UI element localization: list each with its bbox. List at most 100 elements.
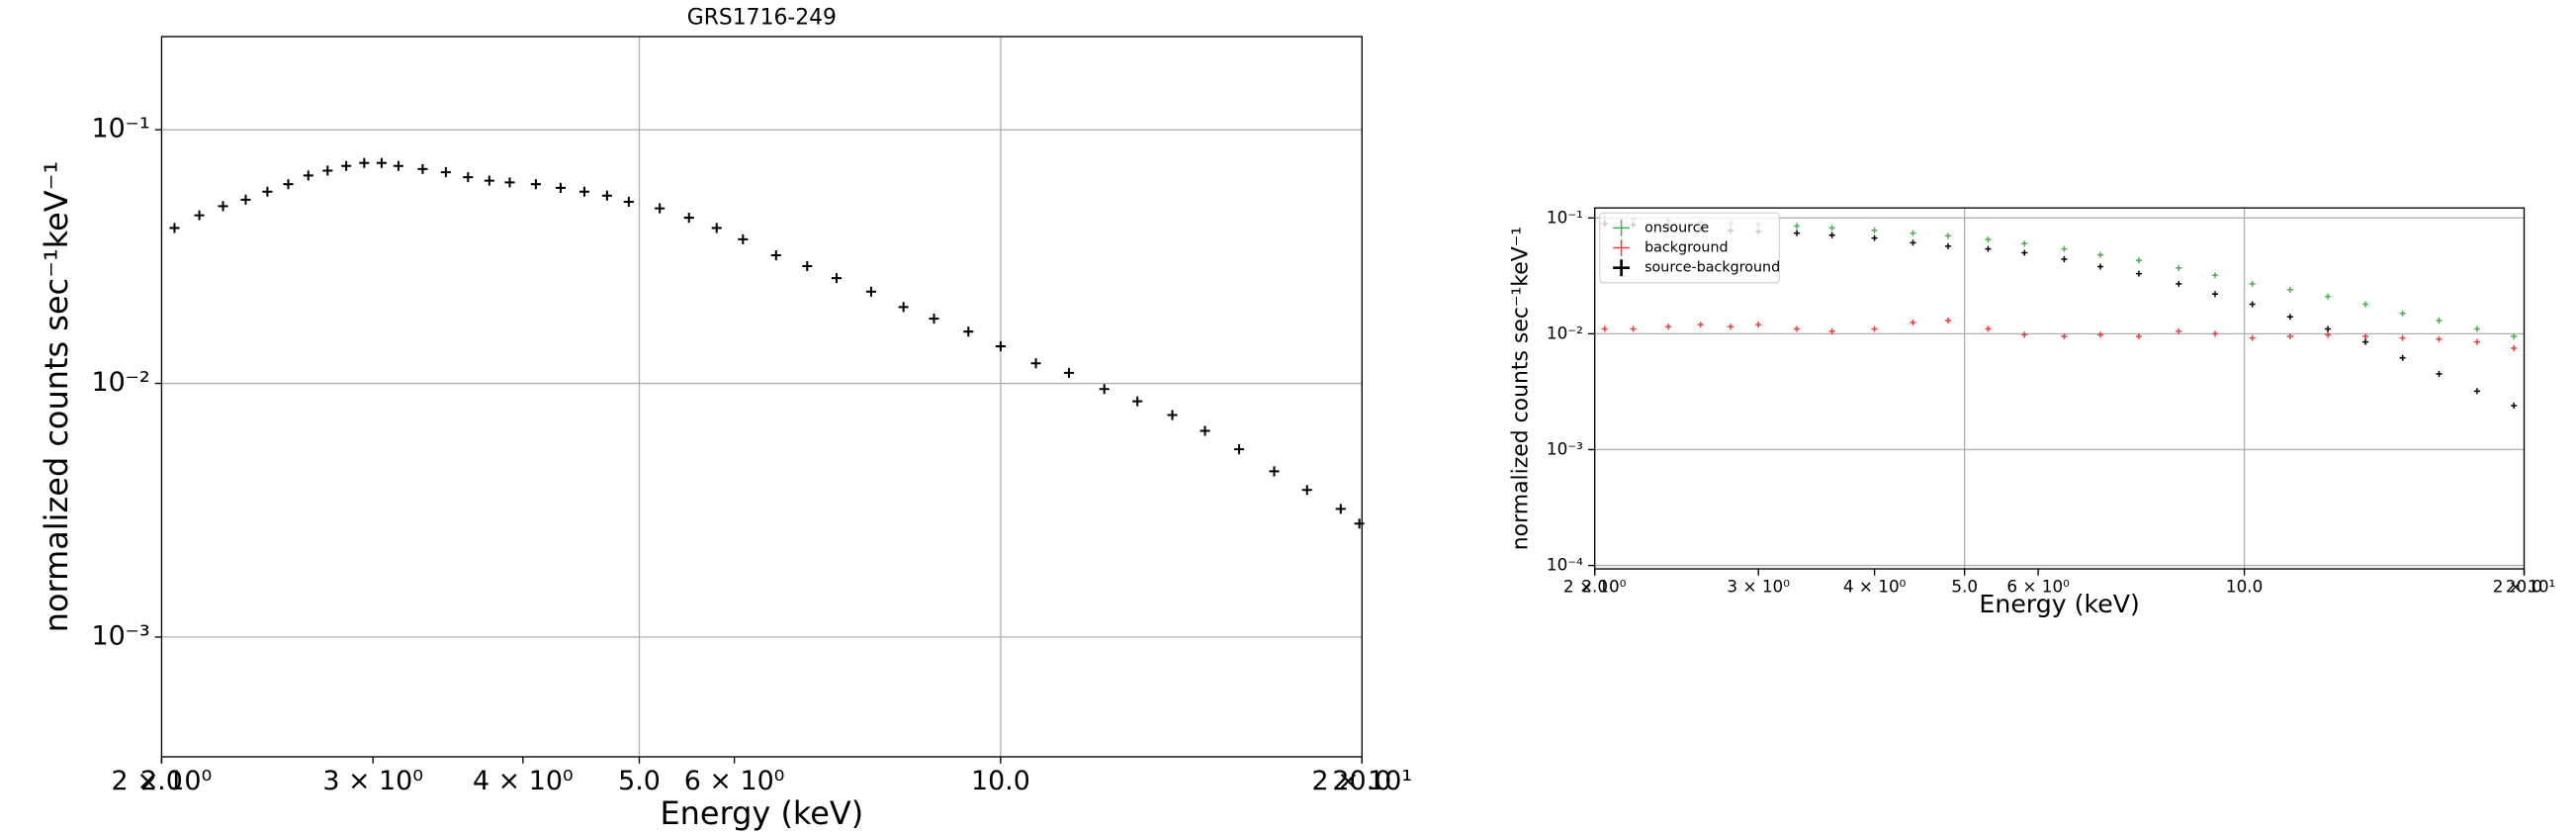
y-tick-label: 10⁻³ bbox=[1547, 438, 1583, 458]
data-point bbox=[1099, 384, 1110, 395]
data-point bbox=[2436, 335, 2443, 342]
data-point bbox=[2436, 370, 2443, 378]
data-point bbox=[995, 341, 1006, 352]
legend-label: source-background bbox=[1644, 260, 1780, 276]
data-point bbox=[303, 170, 313, 181]
data-point bbox=[1945, 318, 1952, 325]
data-point bbox=[1871, 227, 1878, 233]
data-point bbox=[1167, 410, 1178, 420]
x-tick-label: 3 × 10⁰ bbox=[322, 766, 423, 796]
data-point bbox=[2021, 249, 2028, 256]
x-tick-label: 4 × 10⁰ bbox=[473, 766, 574, 796]
data-point bbox=[1828, 327, 1835, 334]
plot-frame bbox=[1594, 207, 2526, 570]
data-point bbox=[2021, 240, 2028, 247]
data-point bbox=[1728, 324, 1734, 330]
data-point bbox=[2176, 327, 2182, 334]
data-point bbox=[1828, 225, 1835, 232]
data-point bbox=[2249, 301, 2256, 308]
y-axis-label: normalized counts sec⁻¹keV⁻¹ bbox=[38, 161, 75, 633]
data-point bbox=[240, 194, 251, 205]
data-point bbox=[2096, 331, 2104, 338]
data-point bbox=[802, 260, 813, 272]
data-point bbox=[1871, 234, 1878, 241]
data-point bbox=[440, 167, 451, 178]
data-point bbox=[2436, 318, 2443, 325]
data-point bbox=[963, 326, 974, 337]
data-point bbox=[2135, 332, 2142, 340]
x-axis-label: Energy (keV) bbox=[661, 794, 864, 832]
legend-marker bbox=[1613, 259, 1631, 277]
x-tick-label: 20.0 bbox=[2506, 576, 2542, 596]
data-point bbox=[655, 203, 666, 214]
x-tick-label: 3 × 10⁰ bbox=[1727, 576, 1790, 596]
data-point bbox=[1794, 230, 1801, 236]
data-point bbox=[578, 186, 589, 197]
chart-title: GRS1716-249 bbox=[687, 5, 837, 30]
x-tick-label: 5.0 bbox=[618, 766, 661, 796]
data-point bbox=[2211, 291, 2219, 298]
y-tick-label: 10⁻² bbox=[1547, 323, 1583, 342]
x-tick-label: 2 × 10⁰ bbox=[1563, 576, 1627, 596]
x-tick-label: 10.0 bbox=[971, 766, 1030, 796]
data-point bbox=[2249, 334, 2256, 341]
x-tick-label: 4 × 10⁰ bbox=[1843, 576, 1907, 596]
data-point bbox=[504, 177, 515, 188]
data-point bbox=[2176, 280, 2182, 287]
data-point bbox=[1630, 325, 1637, 332]
data-point bbox=[2061, 245, 2068, 252]
data-point bbox=[1985, 236, 1992, 243]
y-tick-label: 10⁻⁴ bbox=[1547, 555, 1583, 575]
data-point bbox=[1665, 324, 1672, 330]
data-point bbox=[1985, 325, 1992, 332]
data-point bbox=[2399, 334, 2406, 341]
series bbox=[1601, 318, 2518, 352]
data-point bbox=[2473, 388, 2480, 395]
data-point bbox=[1794, 223, 1801, 230]
data-point bbox=[711, 223, 722, 233]
x-tick-label: 10.0 bbox=[2226, 576, 2263, 596]
data-point bbox=[2399, 354, 2406, 361]
data-point bbox=[1910, 239, 1916, 246]
data-point bbox=[2211, 330, 2219, 337]
data-point bbox=[2399, 310, 2406, 317]
data-point bbox=[169, 223, 180, 233]
data-point bbox=[929, 314, 939, 325]
x-tick-label: 5.0 bbox=[1951, 576, 1978, 596]
data-point bbox=[194, 210, 205, 221]
data-point bbox=[262, 186, 273, 197]
data-point bbox=[1945, 232, 1952, 239]
data-point bbox=[2325, 331, 2332, 338]
data-point bbox=[2473, 325, 2480, 332]
data-point bbox=[376, 157, 387, 168]
data-point bbox=[2511, 344, 2518, 352]
data-point bbox=[1269, 466, 1280, 477]
x-axis-label: Energy (keV) bbox=[1979, 590, 2139, 618]
y-tick-label: 10⁻¹ bbox=[91, 114, 149, 144]
data-point bbox=[2362, 301, 2369, 308]
y-tick-label: 10⁻² bbox=[91, 367, 149, 398]
x-tick-label: 6 × 10⁰ bbox=[684, 766, 785, 796]
data-point bbox=[2286, 314, 2293, 321]
x-tick-label: 2 × 10¹ bbox=[2493, 576, 2556, 596]
data-point bbox=[898, 302, 909, 313]
y-axis-label: normalized counts sec⁻¹keV⁻¹ bbox=[1509, 227, 1534, 550]
data-point bbox=[2135, 270, 2142, 277]
data-point bbox=[1871, 325, 1878, 332]
legend-box bbox=[1599, 212, 1780, 284]
data-point bbox=[1354, 518, 1365, 529]
x-tick-label: 2 × 10⁰ bbox=[112, 766, 213, 796]
data-point bbox=[1030, 358, 1041, 369]
data-point bbox=[283, 179, 294, 190]
data-point bbox=[2061, 255, 2068, 263]
legend-label: onsource bbox=[1644, 220, 1709, 235]
data-point bbox=[683, 213, 694, 224]
data-point bbox=[393, 160, 403, 171]
data-point bbox=[738, 233, 749, 244]
data-point bbox=[1199, 425, 1210, 436]
plot-frame bbox=[160, 36, 1363, 758]
data-point bbox=[2511, 332, 2518, 340]
data-point bbox=[1063, 367, 1075, 378]
data-point bbox=[2211, 272, 2219, 279]
